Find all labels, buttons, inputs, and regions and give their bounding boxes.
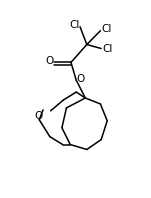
Text: O: O [77,74,85,84]
Text: Cl: Cl [69,20,79,30]
Text: Cl: Cl [102,44,112,53]
Text: O: O [34,111,43,121]
Text: Cl: Cl [101,24,111,34]
Text: O: O [45,56,54,66]
